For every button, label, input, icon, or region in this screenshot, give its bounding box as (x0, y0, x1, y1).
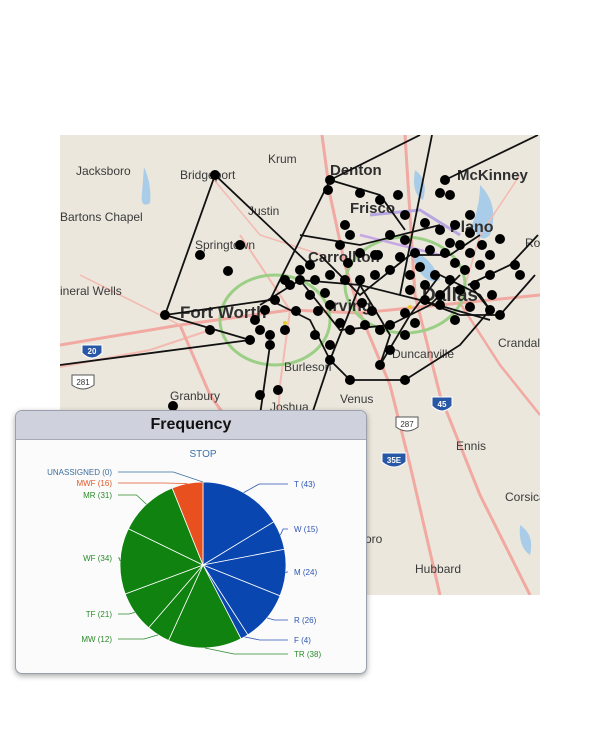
city-label-krum: Krum (268, 152, 297, 166)
svg-text:281: 281 (76, 378, 90, 387)
city-label-burleson: Burleson (284, 360, 331, 374)
pie-leader-tf (118, 611, 135, 615)
svg-text:287: 287 (400, 420, 414, 429)
city-label-hubbard: Hubbard (415, 562, 461, 576)
pie-label-mr: MR (31) (83, 491, 112, 500)
route-map[interactable]: Krum Denton McKinney Jacksboro Bridgepor… (60, 135, 540, 595)
pie-label-m: M (24) (294, 568, 317, 577)
svg-text:20: 20 (88, 347, 97, 356)
city-label-crandal: Crandal (498, 336, 540, 350)
pie-subtitle: STOP (189, 449, 216, 460)
city-label-denton: Denton (330, 162, 382, 179)
pie-label-wf: WF (34) (83, 554, 112, 563)
city-label-bridgeport: Bridgeport (180, 168, 236, 182)
pie-label-unassigned: UNASSIGNED (0) (47, 468, 112, 477)
highway-shield-i20: 20 (81, 344, 103, 359)
panel-title: Frequency (150, 416, 232, 433)
pie-label-tr: TR (38) (294, 650, 321, 659)
pie-label-mwf: MWF (16) (76, 479, 112, 488)
pie-slices (119, 481, 287, 649)
map-shields: 20 281 45 287 35E (71, 344, 453, 468)
pie-label-t: T (43) (294, 480, 316, 489)
city-label-frisco: Frisco (350, 200, 395, 217)
pie-label-mw: MW (12) (81, 635, 112, 644)
city-label-springtown: Springtown (195, 238, 255, 252)
pie-label-tf: TF (21) (86, 610, 113, 619)
city-label-venus: Venus (340, 392, 373, 406)
highway-shield-i45: 45 (431, 396, 453, 412)
pie-leader-m (285, 571, 288, 574)
pie-leader-mw (118, 634, 159, 640)
pie-slice-mr[interactable] (127, 487, 204, 566)
stop-markers[interactable] (160, 170, 525, 440)
city-label-corsica: Corsican (505, 490, 540, 504)
pie-leader-r (266, 617, 288, 621)
pie-leader-unassigned (118, 471, 204, 483)
pie-slice-t[interactable] (202, 481, 275, 566)
svg-text:45: 45 (438, 400, 447, 409)
pie-leader-lines (118, 471, 288, 655)
frequency-panel: Frequency STOP UNASSIGNED (0) T (43) W (15… (15, 410, 367, 674)
city-label-fortworth: Fort Worth (180, 303, 267, 322)
pie-label-r: R (26) (294, 616, 317, 625)
city-label-ennis: Ennis (456, 439, 486, 453)
city-label-plano: Plano (450, 219, 494, 236)
pie-leader-w (280, 528, 288, 536)
stop-markers-highlight (283, 305, 412, 325)
city-label-granbury: Granbury (170, 389, 220, 403)
city-label-ro: Ro (525, 236, 540, 250)
frequency-pie-chart[interactable]: STOP UNASSIGNED (0) T (43) W (15) M (24) R (… (16, 440, 366, 673)
pie-leader-wf (118, 557, 121, 562)
pie-leader-mr (118, 494, 147, 505)
panel-header: Frequency (16, 411, 366, 440)
pie-label-f: F (4) (294, 636, 311, 645)
city-label-mineral: ineral Wells (60, 284, 122, 298)
map-canvas[interactable]: Krum Denton McKinney Jacksboro Bridgepor… (60, 135, 540, 595)
pie-labels: UNASSIGNED (0) T (43) W (15) M (24) R (26) F … (47, 468, 321, 659)
pie-slice-wf[interactable] (119, 528, 205, 595)
pie-leader-f (244, 636, 288, 641)
pie-leader-t (243, 483, 288, 493)
highway-shield-i35e: 35E (381, 452, 407, 468)
svg-text:35E: 35E (387, 456, 402, 465)
highway-shield-287: 287 (395, 416, 419, 432)
city-label-jacksboro: Jacksboro (76, 164, 131, 178)
highway-shield-281: 281 (71, 374, 95, 390)
pie-label-w: W (15) (294, 525, 318, 534)
city-label-mckinney: McKinney (457, 167, 529, 184)
city-label-barton: Bartons Chapel (60, 210, 143, 224)
pie-leader-tr (204, 647, 288, 655)
city-label-oro: oro (365, 532, 383, 546)
